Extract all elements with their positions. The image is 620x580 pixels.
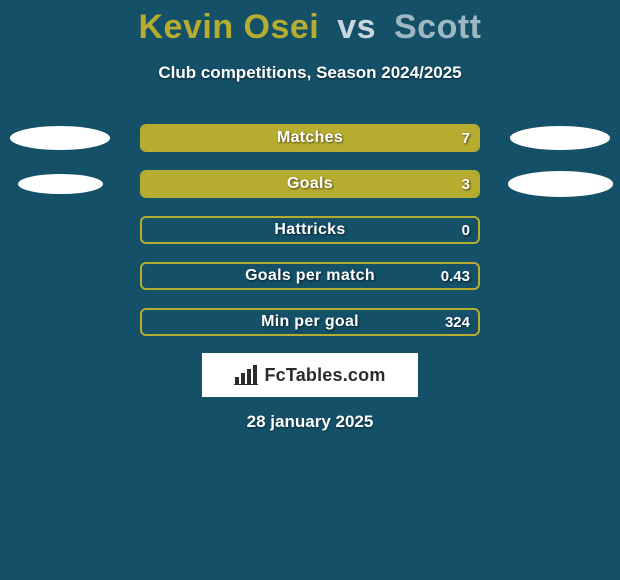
date-text: 28 january 2025 (0, 412, 620, 432)
stat-bar: Hattricks0 (140, 216, 480, 244)
stat-bar: Matches7 (140, 124, 480, 152)
player2-name: Scott (394, 8, 482, 46)
stat-row: Goals3 (0, 170, 620, 198)
stat-row: Matches7 (0, 124, 620, 152)
stat-bar: Min per goal324 (140, 308, 480, 336)
brand-text: FcTables.com (264, 365, 385, 386)
stat-row: Hattricks0 (0, 216, 620, 244)
vs-text: vs (337, 8, 376, 46)
subtitle: Club competitions, Season 2024/2025 (0, 63, 620, 83)
stat-label: Hattricks (142, 218, 478, 242)
stat-label: Goals (142, 172, 478, 196)
stat-value: 3 (462, 172, 470, 196)
ellipse-left (10, 126, 110, 150)
stat-label: Goals per match (142, 264, 478, 288)
stat-label: Matches (142, 126, 478, 150)
stat-label: Min per goal (142, 310, 478, 334)
bar-chart-icon (234, 365, 258, 385)
comparison-card: Kevin Osei vs Scott Club competitions, S… (0, 0, 620, 580)
player1-name: Kevin Osei (139, 8, 320, 46)
stat-value: 0 (462, 218, 470, 242)
stat-row: Goals per match0.43 (0, 262, 620, 290)
stat-bar: Goals3 (140, 170, 480, 198)
brand-box[interactable]: FcTables.com (202, 353, 418, 397)
stat-value: 7 (462, 126, 470, 150)
stat-bar: Goals per match0.43 (140, 262, 480, 290)
stat-row: Min per goal324 (0, 308, 620, 336)
ellipse-right (508, 171, 613, 196)
ellipse-left (18, 174, 103, 194)
page-title: Kevin Osei vs Scott (0, 0, 620, 47)
stat-value: 324 (445, 310, 470, 334)
stat-value: 0.43 (441, 264, 470, 288)
ellipse-right (510, 126, 610, 150)
